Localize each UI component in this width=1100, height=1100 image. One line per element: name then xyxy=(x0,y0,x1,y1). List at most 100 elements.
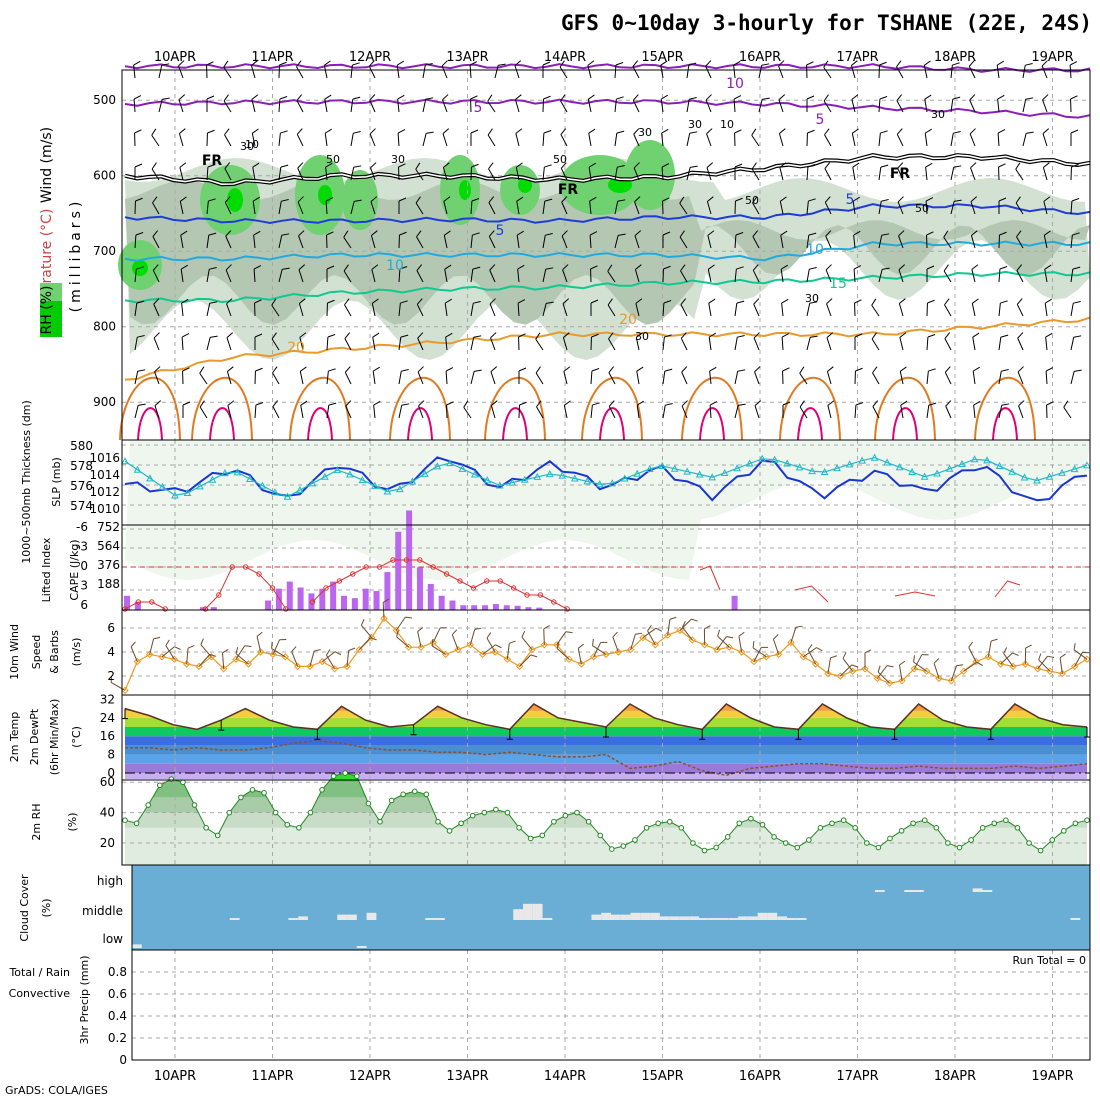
wind10m-barb xyxy=(790,625,803,643)
wind-barb xyxy=(614,199,626,215)
wind-barb xyxy=(950,165,962,181)
wind-barb xyxy=(324,128,332,147)
wind-barb xyxy=(350,165,362,181)
thickness-marker xyxy=(695,470,704,478)
wind-barb-flag xyxy=(589,196,597,202)
wind10m-barb-shaft xyxy=(396,636,409,648)
wind10m-barb-flag xyxy=(279,638,287,641)
rh2m-marker xyxy=(238,794,244,801)
wind-barb-flag xyxy=(136,300,145,304)
wind10m-barb-flag xyxy=(187,645,195,649)
thickness-marker xyxy=(171,491,179,499)
wind-barb-flag xyxy=(607,264,613,272)
wind-barb-shaft xyxy=(1016,304,1024,317)
temp-contour-label-10: 10 xyxy=(726,76,744,92)
upper-rh-label: RH (%) xyxy=(39,286,55,335)
lifted-tick-3: 3 xyxy=(80,579,88,593)
wind-barb xyxy=(944,366,952,385)
wind10m-barb xyxy=(807,644,817,665)
wind-speed-marker xyxy=(417,643,425,651)
wind-barb-shaft xyxy=(944,338,952,351)
wind10m-barb xyxy=(772,634,780,655)
wind-barb xyxy=(251,128,259,147)
wind-barb-shaft xyxy=(943,270,952,283)
minmax-whisker xyxy=(410,724,417,736)
wind-barb-flag xyxy=(223,60,229,68)
wind-barb xyxy=(825,230,832,249)
wind10m-barb-shaft xyxy=(842,658,854,672)
lifted-index-marker xyxy=(242,564,249,570)
wind-barb-flag xyxy=(324,60,331,66)
wind-barb-shaft xyxy=(898,235,904,249)
wind-barb-flag xyxy=(825,230,832,237)
wind-barb-flag xyxy=(442,94,449,101)
wind10m-barb xyxy=(647,624,656,646)
wind-barb-flag xyxy=(799,400,805,408)
wind-barb-shaft xyxy=(278,98,281,113)
wind-barb xyxy=(470,369,482,385)
wind10m-barb xyxy=(346,647,356,667)
wind10m-barb-flag xyxy=(795,625,803,628)
wind-barb-shaft xyxy=(852,167,856,181)
rh2m-marker xyxy=(191,802,198,808)
wind-barb-flag xyxy=(854,299,862,304)
wind-barb xyxy=(206,95,215,112)
wind-barb-shaft xyxy=(442,133,448,147)
wind-barb-shaft xyxy=(343,236,352,249)
wind-barb-shaft xyxy=(368,66,376,79)
wind-barb-shaft xyxy=(488,202,496,215)
wind-barb-shaft xyxy=(662,302,665,317)
wind-barb xyxy=(781,298,789,317)
wind-barb xyxy=(681,366,688,385)
cape-bar xyxy=(341,595,347,610)
wind-barb xyxy=(926,334,936,351)
wind-barb-shaft xyxy=(324,133,328,147)
wind10m-barb-shaft xyxy=(950,665,958,681)
wind-barb-flag xyxy=(854,333,863,338)
wind-barb xyxy=(680,264,688,283)
wind-barb-shaft xyxy=(561,201,568,215)
wind-barb-shaft xyxy=(878,98,881,113)
cloud-bar-middle xyxy=(229,918,240,920)
wind-speed-marker xyxy=(232,655,240,663)
warm-arc-magenta xyxy=(307,407,333,441)
warm-arc-magenta xyxy=(137,407,163,441)
wind-barb-shaft xyxy=(778,99,784,113)
wind-barb-shaft xyxy=(734,405,739,419)
wind-barb xyxy=(415,196,424,215)
wind10m-barb xyxy=(161,646,181,658)
wind-barb-flag xyxy=(636,400,644,406)
rh2m-marker xyxy=(771,834,777,840)
temp2m-band xyxy=(125,754,1087,764)
wind10m-barb-flag xyxy=(877,665,881,673)
wind-barb-shaft xyxy=(897,201,904,215)
wind-barb xyxy=(561,196,568,215)
wind10m-barb-flag xyxy=(110,675,113,683)
wind-barb-shaft xyxy=(443,201,448,215)
wind-barb-shaft xyxy=(827,405,832,419)
thickness-marker xyxy=(246,474,254,482)
wind-barb-shaft xyxy=(444,303,448,317)
lifted-index-label: Lifted Index xyxy=(40,537,53,602)
wind-barb-flag xyxy=(300,400,308,406)
wind-barb xyxy=(487,94,496,113)
rh-contour-label-30: 30 xyxy=(638,126,652,139)
thickness-marker xyxy=(845,460,854,468)
wind10m-barb xyxy=(417,626,424,648)
wind10m-barb xyxy=(1038,653,1051,672)
wind-barb-flag xyxy=(136,266,144,270)
wind-barb-shaft xyxy=(734,371,739,385)
rh2m-marker xyxy=(133,820,140,827)
wind-barb-flag xyxy=(297,162,304,169)
wind10m-barb xyxy=(149,636,161,655)
temp-contour-label-10: 10 xyxy=(386,258,404,274)
wind-speed-marker xyxy=(1046,667,1054,675)
wind10m-barb-shaft xyxy=(790,627,797,643)
temp2m-grid xyxy=(174,695,1053,780)
wind-barb-flag xyxy=(662,231,671,236)
wind-barb xyxy=(535,366,544,385)
wind-barb-flag xyxy=(881,233,890,236)
wind-barb-flag xyxy=(445,367,454,372)
